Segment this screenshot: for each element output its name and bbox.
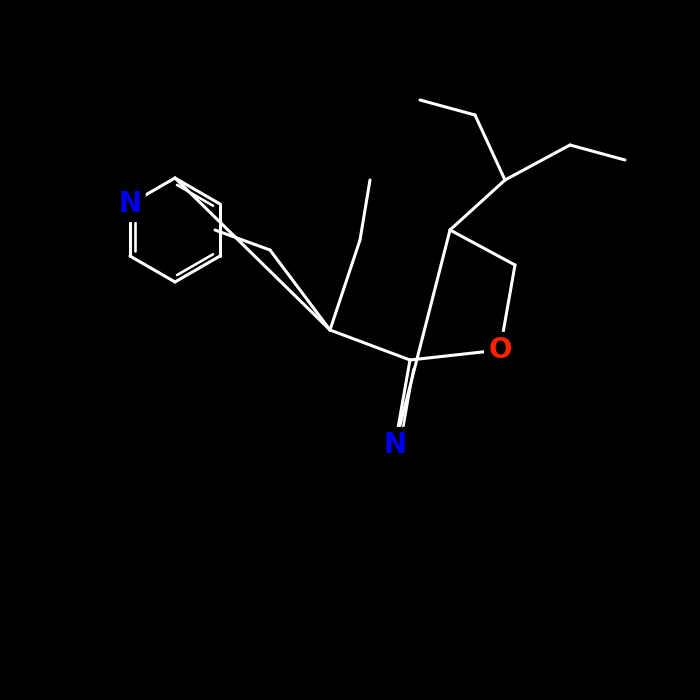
Text: N: N: [384, 431, 407, 459]
Text: O: O: [489, 336, 512, 364]
Text: N: N: [118, 190, 141, 218]
